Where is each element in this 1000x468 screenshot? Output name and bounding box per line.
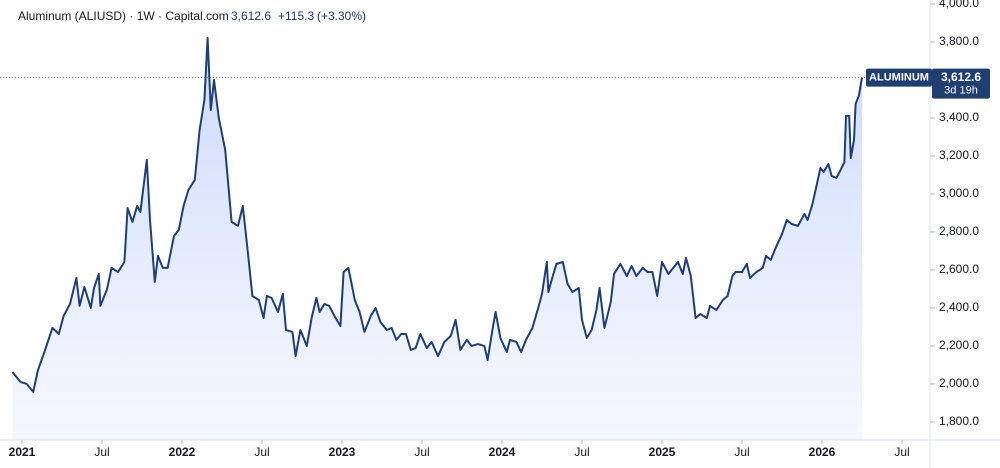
x-tick-label: 2022 — [169, 445, 196, 459]
x-tick-label: 2023 — [329, 445, 356, 459]
x-tick-label: 2025 — [649, 445, 676, 459]
y-tick-label: 2,000.0 — [939, 376, 979, 390]
series-tag-bg — [866, 68, 932, 87]
y-tick-label: 2,600.0 — [939, 262, 979, 276]
axes: 1,800.0 2,000.0 2,200.0 2,400.0 2,600.0 2,800… — [9, 0, 980, 459]
y-tick-label: 4,000.0 — [939, 0, 979, 10]
y-tick-label: 2,400.0 — [939, 300, 979, 314]
x-tick-label: 2026 — [809, 445, 836, 459]
x-tick-label: Jul — [94, 445, 109, 459]
plot — [0, 37, 930, 440]
last-price: 3,612.6 — [231, 9, 271, 23]
series-tag-name: ALUMINUM — [869, 71, 929, 83]
x-tick-label: 2021 — [9, 445, 36, 459]
chart-title: Aluminum (ALIUSD) · 1W · Capital.com — [18, 9, 229, 23]
y-tick-label: 3,000.0 — [939, 186, 979, 200]
x-tick-label: Jul — [734, 445, 749, 459]
x-tick-label: 2024 — [489, 445, 516, 459]
price-line — [11, 37, 863, 393]
y-tick-label: 1,800.0 — [939, 414, 979, 428]
x-tick-label: Jul — [894, 445, 909, 459]
area-fill — [12, 38, 862, 440]
x-tick-label: Jul — [574, 445, 589, 459]
x-tick-label: Jul — [414, 445, 429, 459]
change: +115.3 — [278, 9, 314, 23]
y-tick-label: 3,200.0 — [939, 148, 979, 162]
change-percent: (+3.30%) — [317, 9, 366, 23]
x-tick-label: Jul — [254, 445, 269, 459]
y-tick-label: 3,400.0 — [939, 110, 979, 124]
y-tick-label: 2,800.0 — [939, 224, 979, 238]
y-tick-label: 3,800.0 — [939, 34, 979, 48]
header-bg — [0, 4, 370, 26]
y-tick-label: 2,200.0 — [939, 338, 979, 352]
price-tag-value: 3,612.6 — [941, 70, 981, 84]
price-tag-bg — [932, 68, 990, 99]
price-tag-countdown: 3d 19h — [944, 84, 978, 96]
price-tag: ALUMINUM 3,612.63d 19h — [866, 68, 990, 99]
